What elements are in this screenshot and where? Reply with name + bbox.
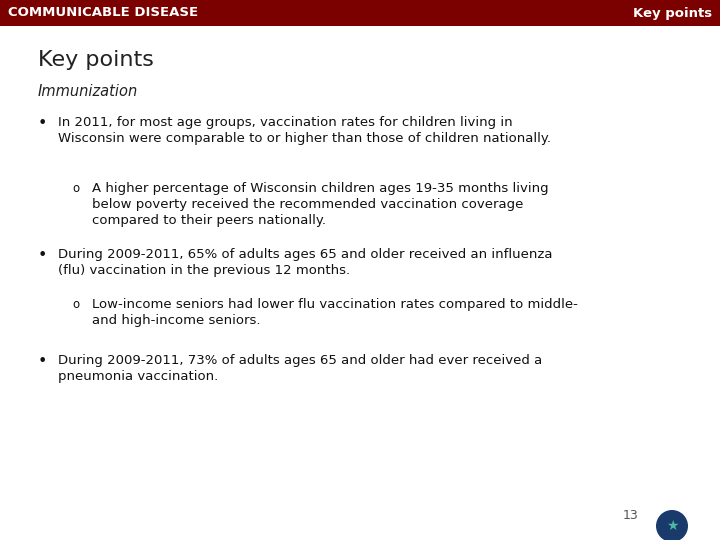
Text: Low-income seniors had lower flu vaccination rates compared to middle-
and high-: Low-income seniors had lower flu vaccina… <box>92 298 578 327</box>
Text: o: o <box>72 298 79 311</box>
Bar <box>0 0 720 26</box>
Text: 13: 13 <box>622 509 638 522</box>
Text: A higher percentage of Wisconsin children ages 19-35 months living
below poverty: A higher percentage of Wisconsin childre… <box>92 182 549 227</box>
Text: Immunization: Immunization <box>38 84 138 99</box>
Circle shape <box>656 510 688 540</box>
Text: Key points: Key points <box>38 50 154 70</box>
Text: •: • <box>38 354 48 369</box>
Text: During 2009-2011, 73% of adults ages 65 and older had ever received a
pneumonia : During 2009-2011, 73% of adults ages 65 … <box>58 354 542 383</box>
Text: COMMUNICABLE DISEASE: COMMUNICABLE DISEASE <box>8 6 198 19</box>
Text: Key points: Key points <box>633 6 712 19</box>
Text: ★: ★ <box>666 519 678 533</box>
Text: During 2009-2011, 65% of adults ages 65 and older received an influenza
(flu) va: During 2009-2011, 65% of adults ages 65 … <box>58 248 552 277</box>
Text: o: o <box>72 182 79 195</box>
Text: •: • <box>38 116 48 131</box>
Text: In 2011, for most age groups, vaccination rates for children living in
Wisconsin: In 2011, for most age groups, vaccinatio… <box>58 116 551 145</box>
Text: •: • <box>38 248 48 263</box>
